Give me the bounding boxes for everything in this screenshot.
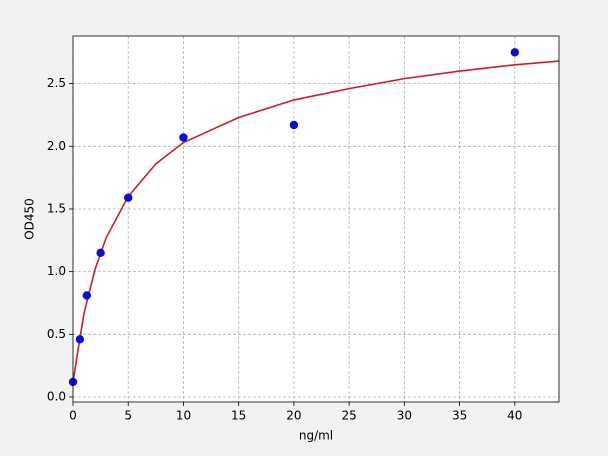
data-point xyxy=(124,193,133,202)
x-tick-label: 40 xyxy=(507,409,522,423)
data-point xyxy=(289,120,299,130)
x-tick-label: 35 xyxy=(452,409,467,423)
x-axis-label: ng/ml xyxy=(299,429,333,443)
x-tick-label: 30 xyxy=(397,409,412,423)
data-point xyxy=(510,48,520,57)
y-axis-label: OD450 xyxy=(23,198,37,240)
plot-frame xyxy=(72,35,560,403)
data-point xyxy=(75,335,85,344)
x-tick-label: 0 xyxy=(69,409,77,423)
x-tick-label: 5 xyxy=(124,409,132,423)
plot-area xyxy=(73,36,559,402)
x-tick-label: 25 xyxy=(341,409,356,423)
x-tick-label: 15 xyxy=(231,409,246,423)
y-tick-label: 1.5 xyxy=(47,201,66,215)
x-tick-label: 10 xyxy=(176,409,191,423)
data-point xyxy=(82,291,92,300)
y-tick-label: 1.0 xyxy=(47,264,66,278)
x-tick-label: 20 xyxy=(286,409,301,423)
y-tick-label: 2.0 xyxy=(47,139,66,153)
y-tick-label: 0.0 xyxy=(47,389,66,403)
data-point xyxy=(179,133,188,142)
y-tick-label: 0.5 xyxy=(47,327,66,341)
y-tick-label: 2.5 xyxy=(47,76,66,90)
data-point xyxy=(96,248,105,258)
